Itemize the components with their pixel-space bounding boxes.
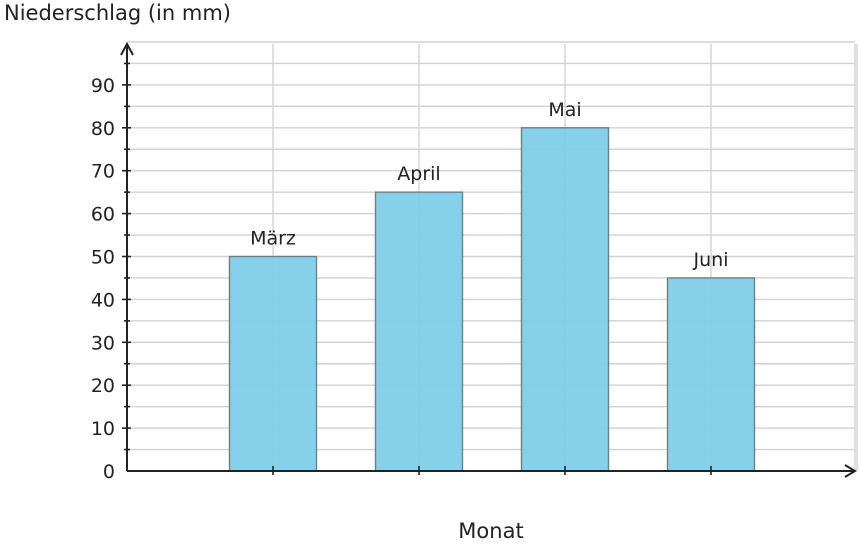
y-tick-label: 10 bbox=[91, 418, 115, 440]
x-axis-title: Monat bbox=[458, 519, 523, 543]
bar-4 bbox=[666, 277, 756, 472]
y-tick-label: 0 bbox=[103, 461, 115, 483]
y-tick-label: 50 bbox=[91, 247, 115, 269]
axes bbox=[120, 41, 857, 478]
labels: März April Mai Juni 0 10 20 30 40 50 60 70 80 90 bbox=[91, 75, 729, 483]
y-tick-label: 30 bbox=[91, 332, 115, 354]
y-tick-label: 40 bbox=[91, 289, 115, 311]
y-tick-label: 80 bbox=[91, 118, 115, 140]
y-tick-label: 20 bbox=[91, 375, 115, 397]
bar-label: April bbox=[397, 163, 440, 185]
bar-label: März bbox=[250, 228, 296, 250]
y-tick-label: 70 bbox=[91, 161, 115, 183]
y-tick-label: 60 bbox=[91, 204, 115, 226]
y-axis-title: Niederschlag (in mm) bbox=[4, 1, 231, 25]
bar-3 bbox=[520, 127, 610, 472]
bar-1 bbox=[228, 255, 318, 472]
bar-label: Juni bbox=[693, 249, 729, 271]
bar-2 bbox=[374, 191, 464, 472]
y-axis-arrow bbox=[120, 41, 134, 56]
x-axis-arrow bbox=[844, 464, 857, 478]
bar-label: Mai bbox=[548, 99, 581, 121]
y-tick-label: 90 bbox=[91, 75, 115, 97]
